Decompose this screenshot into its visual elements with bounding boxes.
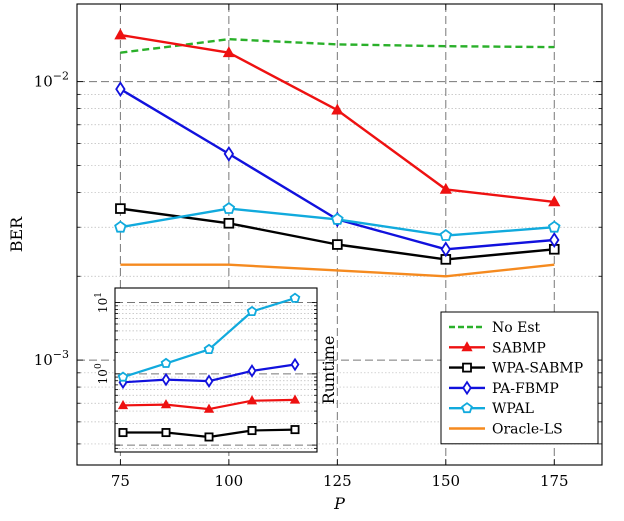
legend-label-wpal: WPAL (492, 401, 534, 417)
legend-box (440, 311, 599, 445)
x-tick-label: 125 (323, 472, 352, 490)
data-point-pa-fbmp (549, 231, 560, 248)
inset-data-point-sabmp (117, 399, 129, 410)
data-point-pa-fbmp (440, 241, 452, 258)
plot-frame (76, 3, 603, 466)
legend-marker-wpa-sabmp (462, 362, 472, 373)
data-point-wpa-sabmp (223, 217, 235, 229)
data-point-wpal (547, 220, 561, 233)
x-axis-title: P (333, 494, 345, 513)
x-tick-label: 100 (215, 472, 244, 490)
legend-label-sabmp: SABMP (492, 340, 546, 356)
data-point-pa-fbmp (223, 145, 235, 162)
inset-y-tick-label: 100 (94, 363, 110, 384)
inset-data-point-pa-fbmp (290, 357, 300, 372)
y-tick-label: 10−2 (34, 70, 69, 91)
series-line-oracle-ls (120, 263, 555, 278)
legend-label-no-est: No Est (492, 320, 541, 336)
data-point-wpal (439, 228, 453, 241)
legend-label-wpa-sabmp: WPA-SABMP (492, 361, 583, 377)
data-point-wpa-sabmp (332, 239, 343, 250)
inset-data-point-wpal (246, 305, 258, 317)
inset-y-axis-title: Runtime (319, 336, 338, 405)
inset-data-point-wpa-sabmp (204, 432, 214, 442)
data-point-sabmp (439, 182, 452, 194)
inset-data-point-wpa-sabmp (290, 425, 300, 435)
inset-data-point-sabmp (160, 399, 172, 409)
inset-data-point-wpa-sabmp (161, 428, 171, 438)
data-point-sabmp (222, 46, 235, 58)
data-point-sabmp (114, 28, 127, 40)
data-point-wpal (114, 220, 127, 233)
inset-y-tick-label: 101 (94, 292, 110, 313)
data-point-wpa-sabmp (115, 203, 126, 214)
data-point-sabmp (548, 195, 561, 207)
data-point-pa-fbmp (115, 81, 126, 98)
inset-data-point-wpal (160, 357, 172, 368)
data-point-wpal (331, 212, 344, 225)
inset-data-point-pa-fbmp (247, 364, 257, 378)
inset-data-point-wpal (203, 343, 215, 355)
inset-data-point-pa-fbmp (161, 372, 171, 387)
inset-data-point-sabmp (289, 394, 301, 404)
inset-frame (114, 287, 318, 453)
legend-label-oracle-ls: Oracle-LS (492, 422, 563, 438)
x-tick-label: 175 (540, 472, 569, 490)
inset-data-point-wpa-sabmp (247, 426, 257, 436)
inset-data-point-pa-fbmp (204, 374, 214, 388)
inset-data-point-wpal (117, 371, 129, 382)
series-line-no-est (120, 38, 555, 54)
legend-marker-wpal (461, 402, 473, 414)
y-axis-title: BER (7, 216, 26, 252)
data-point-sabmp (331, 103, 344, 115)
legend-label-pa-fbmp: PA-FBMP (492, 381, 559, 397)
x-tick-label: 75 (111, 472, 130, 490)
legend-marker-pa-fbmp (462, 380, 472, 396)
legend-marker-sabmp (461, 341, 473, 352)
inset-data-point-wpa-sabmp (118, 428, 128, 438)
inset-data-point-wpal (289, 292, 301, 303)
x-tick-label: 150 (431, 472, 460, 490)
inset-data-point-sabmp (203, 403, 215, 413)
inset-data-point-sabmp (246, 395, 258, 405)
y-tick-label: 10−3 (34, 348, 69, 369)
data-point-wpal (222, 201, 236, 214)
